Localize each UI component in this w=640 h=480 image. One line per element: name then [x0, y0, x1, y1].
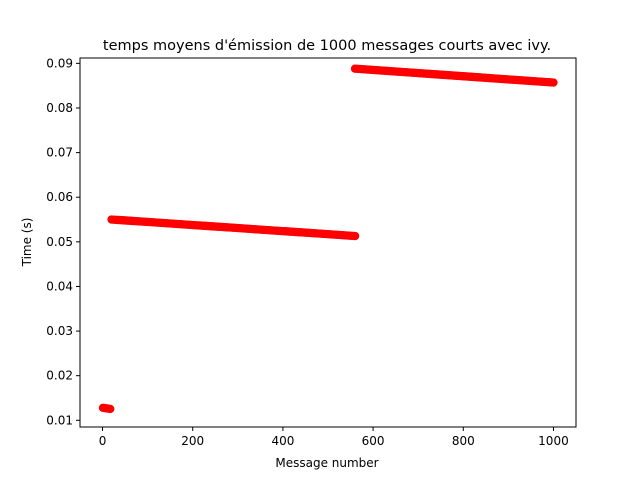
y-tick-label: 0.09	[46, 56, 73, 70]
x-tick-label: 1000	[538, 434, 569, 448]
x-tick-label: 200	[181, 434, 204, 448]
plot-frame	[79, 57, 577, 428]
x-axis-ticks: 0 200 400 600 800 1000	[99, 427, 569, 448]
data-point	[549, 78, 558, 87]
x-tick-label: 0	[99, 434, 107, 448]
y-tick-label: 0.07	[46, 146, 73, 160]
data-point	[350, 231, 360, 241]
x-tick-label: 400	[271, 434, 294, 448]
y-tick-label: 0.06	[46, 190, 73, 204]
y-tick-label: 0.05	[46, 235, 73, 249]
x-axis-label: Message number	[275, 456, 378, 470]
data-point	[106, 404, 115, 414]
x-tick-label: 600	[362, 434, 385, 448]
y-tick-label: 0.03	[46, 324, 73, 338]
y-tick-label: 0.01	[46, 413, 73, 427]
data-points	[98, 64, 558, 414]
chart-title: temps moyens d'émission de 1000 messages…	[103, 38, 551, 54]
y-tick-label: 0.08	[46, 101, 73, 115]
y-axis-label: Time (s)	[20, 218, 34, 268]
y-tick-label: 0.04	[46, 279, 73, 293]
y-axis-ticks: 0.01 0.02 0.03 0.04 0.05 0.06 0.07 0.08 0.09	[46, 56, 80, 427]
x-tick-label: 800	[452, 434, 475, 448]
y-tick-label: 0.02	[46, 369, 73, 383]
